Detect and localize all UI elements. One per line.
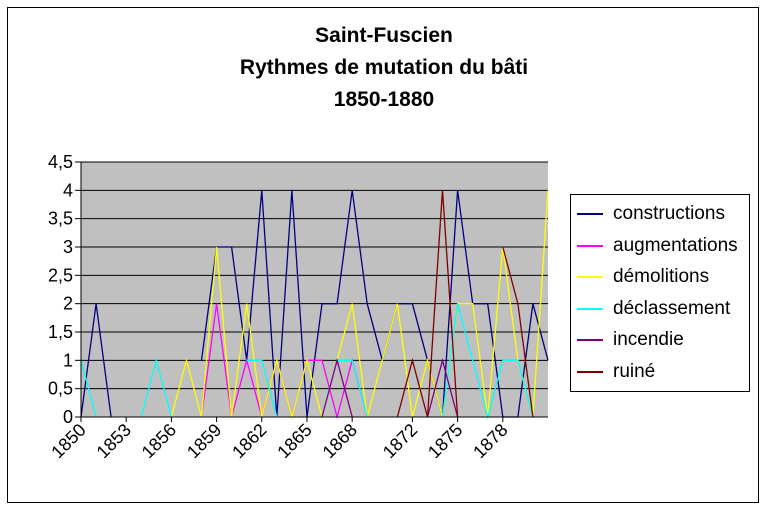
y-tick-label: 3: [63, 237, 73, 257]
legend-item-declassement: déclassement: [577, 295, 730, 323]
legend-item-augmentations: augmentations: [577, 232, 738, 260]
y-tick-label: 1: [63, 350, 73, 370]
legend-item-augmentations-label: augmentations: [613, 234, 738, 256]
series-declassement: [80, 303, 534, 420]
legend-item-declassement-swatch: [577, 307, 603, 310]
legend-item-ruine: ruiné: [577, 358, 655, 386]
chart-legend: constructions augmentations démolitions déc…: [570, 194, 750, 392]
y-tick-label: 4,5: [48, 152, 73, 172]
series-demolitions: [170, 190, 549, 420]
legend-item-demolitions-swatch: [577, 276, 603, 278]
y-tick-label: 1,5: [48, 322, 73, 342]
y-tick-label: 2,5: [48, 265, 73, 285]
legend-item-incendie-swatch: [577, 339, 603, 341]
legend-item-augmentations-swatch: [577, 244, 603, 247]
y-tick-label: 2: [63, 294, 73, 314]
y-tick-label: 3,5: [48, 209, 73, 229]
x-tick-label: 1862: [228, 420, 270, 462]
legend-item-constructions-label: constructions: [613, 203, 725, 224]
legend-item-declassement-label: déclassement: [613, 297, 731, 319]
y-tick-label: 4: [63, 180, 73, 200]
x-tick-label: 1859: [183, 420, 225, 462]
chart-title: Saint-Fuscien Rythmes de mutation du bât…: [0, 20, 768, 116]
x-tick-label: 1878: [469, 420, 511, 462]
chart-title-line-2: Rythmes de mutation du bâti: [239, 56, 529, 79]
series-incendie: [321, 357, 459, 418]
legend-item-ruine-label: ruiné: [613, 360, 656, 382]
legend-item-incendie-label: incendie: [613, 329, 684, 350]
x-tick-label: 1856: [138, 420, 180, 462]
x-tick-label: 1865: [273, 420, 315, 462]
legend-item-constructions: constructions: [577, 200, 725, 228]
series-incendie-line: [321, 357, 459, 418]
x-tick-label: 1850: [47, 420, 89, 462]
legend-item-demolitions-label: démolitions: [613, 266, 710, 287]
x-tick-label: 1872: [379, 420, 421, 462]
y-tick-label: 0: [63, 407, 73, 427]
legend-item-constructions-swatch: [577, 213, 603, 215]
x-tick-label: 1868: [319, 420, 361, 462]
chart-title-line-3: 1850-1880: [333, 88, 435, 111]
chart-title-line-1: Saint-Fuscien: [315, 24, 453, 47]
legend-item-demolitions: démolitions: [577, 263, 709, 291]
x-tick-label: 1875: [424, 420, 466, 462]
y-tick-label: 0,5: [48, 379, 73, 399]
series-declassement-line: [80, 303, 534, 420]
legend-item-ruine-swatch: [577, 370, 603, 373]
x-tick-label: 1853: [93, 420, 135, 462]
legend-item-incendie: incendie: [577, 326, 684, 354]
series-demolitions-line: [170, 190, 549, 420]
